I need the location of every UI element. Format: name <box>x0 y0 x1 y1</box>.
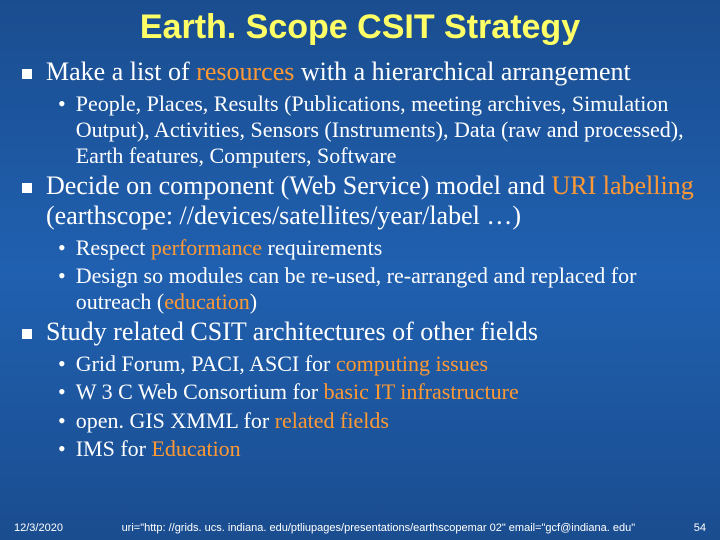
bullet-level1: Make a list of resources with a hierarch… <box>20 57 700 87</box>
dot-bullet-icon: • <box>58 351 66 377</box>
dot-bullet-icon: • <box>58 91 66 117</box>
level2-text: Respect performance requirements <box>76 235 383 261</box>
level1-text: Make a list of resources with a hierarch… <box>46 57 631 87</box>
footer-uri: uri="http: //grids. ucs. indiana. edu/pt… <box>63 522 694 534</box>
level1-text: Study related CSIT architectures of othe… <box>46 317 538 347</box>
bullet-level2: • Grid Forum, PACI, ASCI for computing is… <box>58 351 700 377</box>
bullet-level2: • W 3 C Web Consortium for basic IT infra… <box>58 379 700 405</box>
level2-text: People, Places, Results (Publications, m… <box>76 91 700 169</box>
highlight-text: related fields <box>275 408 389 433</box>
highlight-text: URI labelling <box>551 171 693 200</box>
bullet-level2: • open. GIS XMML for related fields <box>58 408 700 434</box>
dot-bullet-icon: • <box>58 379 66 405</box>
level2-text: Design so modules can be re-used, re-arr… <box>76 263 700 315</box>
body-text: W 3 C Web Consortium for <box>76 379 324 404</box>
body-text: Respect <box>76 235 151 260</box>
body-text: with a hierarchical arrangement <box>294 57 630 86</box>
bullet-level1: Decide on component (Web Service) model … <box>20 171 700 231</box>
dot-bullet-icon: • <box>58 408 66 434</box>
level1-text: Decide on component (Web Service) model … <box>46 171 700 231</box>
square-bullet-icon <box>22 69 32 79</box>
body-text: open. GIS XMML for <box>76 408 275 433</box>
body-text: (earthscope: //devices/satellites/year/l… <box>46 201 521 230</box>
body-text: People, Places, Results (Publications, m… <box>76 91 684 168</box>
highlight-text: computing issues <box>336 351 488 376</box>
level2-text: IMS for Education <box>76 436 241 462</box>
footer-date: 12/3/2020 <box>14 522 63 534</box>
slide-body: Make a list of resources with a hierarch… <box>20 57 700 462</box>
highlight-text: performance <box>151 235 262 260</box>
body-text: Decide on component (Web Service) model … <box>46 171 551 200</box>
footer-page-number: 54 <box>694 522 706 534</box>
highlight-text: Education <box>151 436 240 461</box>
highlight-text: education <box>164 289 250 314</box>
bullet-level2: • Respect performance requirements <box>58 235 700 261</box>
level2-text: open. GIS XMML for related fields <box>76 408 389 434</box>
body-text: Study related CSIT architectures of othe… <box>46 317 538 346</box>
body-text: Design so modules can be re-used, re-arr… <box>76 263 637 314</box>
slide-footer: 12/3/2020 uri="http: //grids. ucs. india… <box>0 522 720 534</box>
bullet-level2: • Design so modules can be re-used, re-ar… <box>58 263 700 315</box>
level2-text: Grid Forum, PACI, ASCI for computing iss… <box>76 351 488 377</box>
bullet-level2: • People, Places, Results (Publications, … <box>58 91 700 169</box>
slide: Earth. Scope CSIT Strategy Make a list o… <box>0 0 720 540</box>
body-text: Make a list of <box>46 57 196 86</box>
highlight-text: resources <box>196 57 294 86</box>
highlight-text: basic IT infrastructure <box>324 379 519 404</box>
body-text: ) <box>250 289 257 314</box>
bullet-level2: • IMS for Education <box>58 436 700 462</box>
body-text: requirements <box>262 235 382 260</box>
dot-bullet-icon: • <box>58 235 66 261</box>
square-bullet-icon <box>22 329 32 339</box>
slide-title: Earth. Scope CSIT Strategy <box>20 8 700 47</box>
body-text: IMS for <box>76 436 152 461</box>
dot-bullet-icon: • <box>58 436 66 462</box>
level2-text: W 3 C Web Consortium for basic IT infras… <box>76 379 519 405</box>
dot-bullet-icon: • <box>58 263 66 289</box>
square-bullet-icon <box>22 183 32 193</box>
bullet-level1: Study related CSIT architectures of othe… <box>20 317 700 347</box>
body-text: Grid Forum, PACI, ASCI for <box>76 351 336 376</box>
